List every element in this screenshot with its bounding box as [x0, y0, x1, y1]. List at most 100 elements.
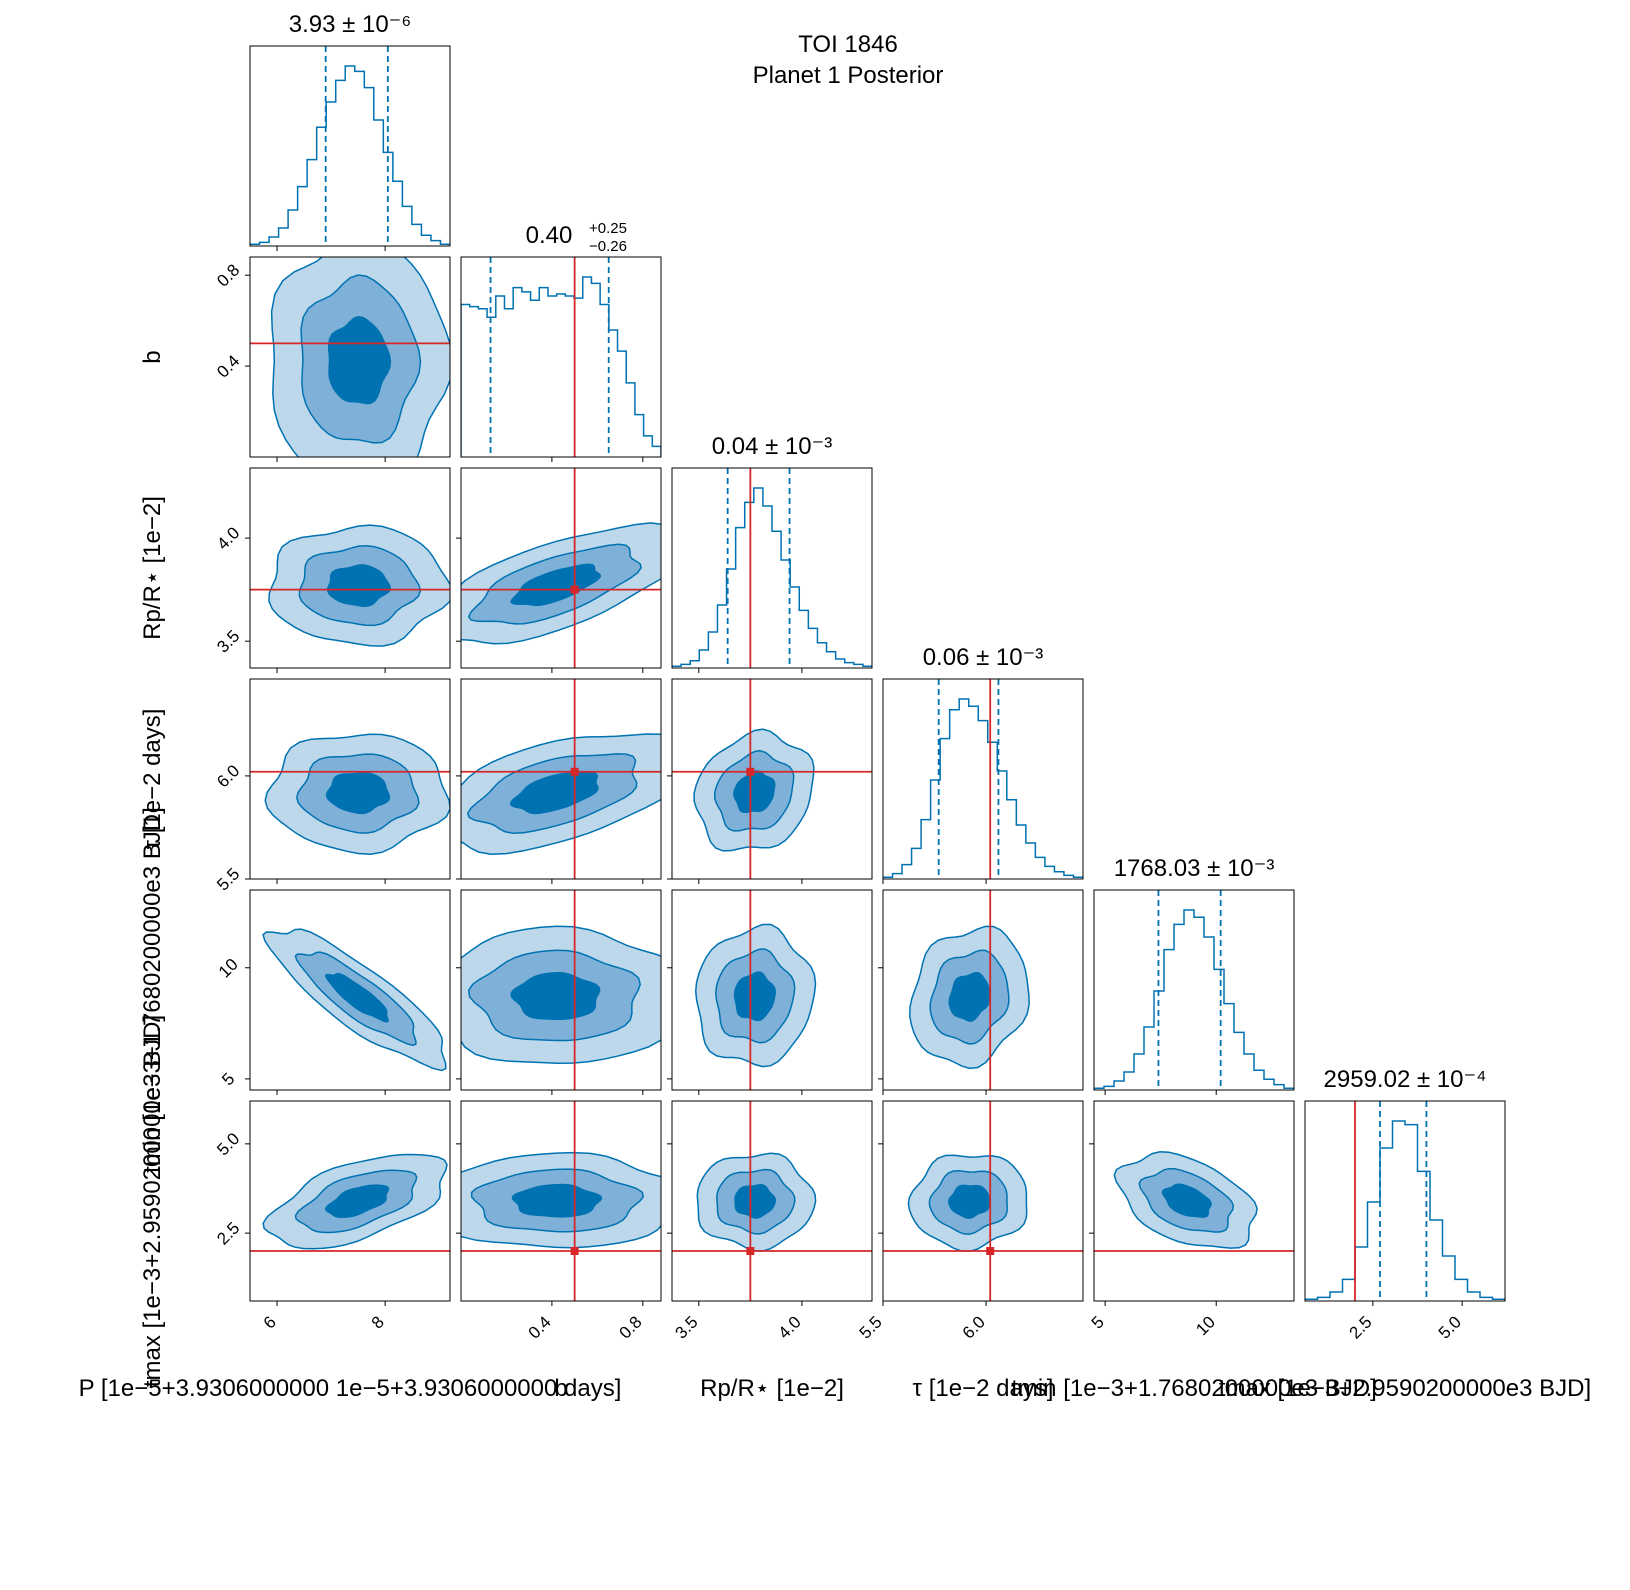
histogram-title-b: 0.40 [526, 222, 573, 249]
truth-marker [746, 1247, 755, 1255]
histogram-title-rp: 0.04 ± 10⁻³ [712, 433, 833, 460]
contour-level-3 [510, 971, 601, 1021]
x-tick-label-tau: 6.0 [959, 1312, 989, 1342]
x-tick-label-tmin: 5 [1088, 1312, 1108, 1332]
y-axis-label-tau: τ [1e−2 days] [139, 709, 166, 850]
contour-level-3 [1161, 1183, 1212, 1218]
contour-panel-rp-vs-P [249, 467, 451, 669]
x-axis-label-tau: τ [1e−2 days] [913, 1375, 1054, 1402]
contour-level-3 [324, 1184, 390, 1219]
panel-frame [249, 678, 451, 880]
contour-level-3 [948, 971, 991, 1022]
panel-frame [1093, 889, 1295, 1091]
contour-level-3 [733, 770, 776, 814]
x-axis-label-tmax: tmax [1e−3+2.9590200000e3 BJD] [1219, 1375, 1591, 1402]
contour-level-3 [327, 316, 392, 405]
panel-frame [882, 889, 1084, 1091]
x-tick-label-tmin: 10 [1192, 1312, 1219, 1339]
x-tick-label-tmax: 5.0 [1435, 1312, 1465, 1342]
x-axis-label-P: P [1e−5+3.9306000000 1e−5+3.9306000000 d… [79, 1375, 622, 1402]
y-tick-label-b: 0.8 [213, 260, 243, 290]
panel-frame [671, 889, 873, 1091]
panel-frame [460, 256, 662, 458]
contour-level-3 [511, 1183, 603, 1218]
truth-marker [570, 767, 579, 776]
contour-level-3 [324, 972, 389, 1023]
y-axis-label-tmin: tmin [1e−3+1.7680200000e3 BJD] [139, 807, 166, 1173]
panel-frame [882, 678, 1084, 880]
truth-marker [570, 585, 579, 594]
histogram-tau [883, 698, 1083, 879]
y-tick-label-tau: 6.0 [213, 761, 243, 791]
x-tick-label-b: 0.4 [525, 1312, 555, 1342]
y-tick-label-tmax: 5.0 [213, 1129, 243, 1159]
histogram-tmin [1094, 909, 1294, 1090]
y-tick-label-b: 0.4 [213, 351, 243, 381]
title-lower-error: −0.26 [589, 238, 627, 255]
panel-frame [460, 678, 662, 880]
histogram-panel-tmax: 2959.02 ± 10⁻⁴ [1304, 1066, 1506, 1302]
contour-panel-tmax-vs-P [249, 1100, 451, 1302]
contour-panel-rp-vs-b [460, 467, 662, 669]
panel-frame [1304, 1100, 1506, 1302]
y-tick-label-tau: 5.5 [213, 864, 243, 894]
histogram-panel-rp: 0.04 ± 10⁻³ [671, 433, 873, 669]
truth-marker [746, 767, 755, 776]
x-axis-label-tmin: tmin [1e−3+1.7680200000e3 BJD] [1011, 1375, 1377, 1402]
truth-marker [986, 1247, 995, 1255]
contour-level-3 [947, 1184, 990, 1219]
y-tick-label-tmin: 5 [218, 1069, 238, 1089]
histogram-panel-tau: 0.06 ± 10⁻³ [882, 644, 1084, 880]
contour-panel-b-vs-P [249, 256, 451, 458]
contour-panel-tmin-vs-tau [882, 889, 1084, 1091]
histogram-panel-b: 0.40 +0.25−0.26 [460, 220, 662, 458]
histogram-b [461, 276, 661, 457]
histogram-title-tmin: 1768.03 ± 10⁻³ [1114, 855, 1275, 882]
contour-panel-tmin-vs-P [249, 889, 451, 1091]
x-tick-label-rp: 4.0 [775, 1312, 805, 1342]
y-tick-label-tmax: 2.5 [213, 1218, 243, 1248]
x-tick-label-P: 8 [368, 1312, 388, 1332]
histogram-title-tau: 0.06 ± 10⁻³ [923, 644, 1044, 671]
panel-frame [460, 467, 662, 669]
x-tick-label-tau: 5.5 [856, 1312, 886, 1342]
histogram-panel-P: 3.93 ± 10⁻⁶ [249, 11, 451, 247]
contour-panel-tmax-vs-rp [671, 1100, 873, 1302]
panel-frame [882, 1100, 1084, 1302]
histogram-title-P: 3.93 ± 10⁻⁶ [289, 11, 411, 38]
panel-frame [249, 256, 451, 458]
figure-subtitle: Planet 1 Posterior [753, 62, 944, 89]
contour-panel-tmin-vs-b [460, 889, 662, 1091]
contour-panel-tau-vs-rp [671, 678, 873, 880]
contour-level-3 [734, 1183, 777, 1219]
y-axis-label-tmax: tmax [1e−3+2.9590200000e3 BJD] [139, 1015, 166, 1387]
panel-grid: 3.93 ± 10⁻⁶ 0.40 +0.25−0.26 0.04 ± 10⁻³ 0.06… [79, 11, 1592, 1402]
contour-panel-tmax-vs-tau [882, 1100, 1084, 1302]
x-tick-label-rp: 3.5 [671, 1312, 701, 1342]
panel-frame [671, 467, 873, 669]
contour-panel-tmax-vs-tmin [1093, 1100, 1295, 1302]
x-tick-label-b: 0.8 [615, 1312, 645, 1342]
histogram-P [250, 65, 450, 246]
panel-frame [460, 1100, 662, 1302]
panel-frame [249, 1100, 451, 1302]
histogram-panel-tmin: 1768.03 ± 10⁻³ [1093, 855, 1295, 1091]
panel-frame [249, 889, 451, 1091]
title-upper-error: +0.25 [589, 220, 627, 237]
x-tick-label-tmax: 2.5 [1346, 1312, 1376, 1342]
y-tick-label-rp: 4.0 [213, 523, 243, 553]
y-axis-label-rp: Rp/R⋆ [1e−2] [139, 496, 166, 640]
contour-panel-tmax-vs-b [460, 1100, 662, 1302]
histogram-tmax [1305, 1120, 1505, 1301]
x-axis-label-b: b [554, 1375, 567, 1402]
panel-frame [671, 1100, 873, 1302]
y-axis-label-b: b [139, 350, 166, 363]
y-tick-label-rp: 3.5 [213, 626, 243, 656]
panel-frame [249, 467, 451, 669]
panel-frame [460, 889, 662, 1091]
y-tick-label-tmin: 10 [215, 955, 242, 982]
panel-frame [671, 678, 873, 880]
x-axis-label-rp: Rp/R⋆ [1e−2] [700, 1375, 844, 1402]
truth-marker [570, 1247, 579, 1255]
contour-panel-tmin-vs-rp [671, 889, 873, 1091]
